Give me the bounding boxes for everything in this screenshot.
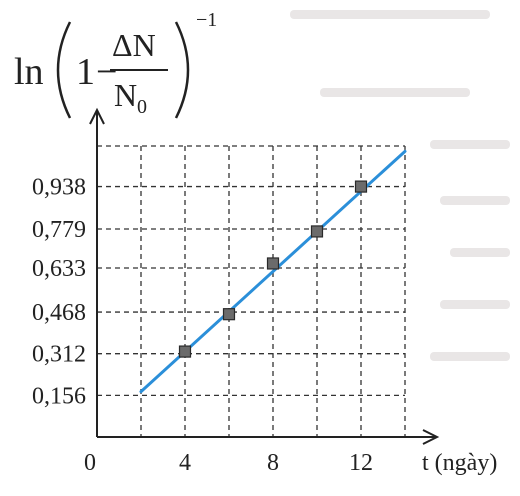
x-tick-labels: 4 8 12 xyxy=(179,450,373,476)
y-axis-title-numerator: ΔN xyxy=(112,27,156,63)
chart-grid xyxy=(97,145,406,437)
y-axis-title-minus: − xyxy=(96,51,117,93)
y-axis-title-fn: ln xyxy=(14,51,44,93)
y-axis-title-right-paren xyxy=(174,21,190,119)
x-axis-title: t (ngày) xyxy=(422,450,497,476)
y-axis-title-denominator: N xyxy=(114,77,137,113)
y-tick-label: 0,633 xyxy=(32,256,86,282)
data-points xyxy=(178,180,368,358)
data-point xyxy=(310,225,324,238)
y-tick-labels: 0,156 0,312 0,468 0,633 0,779 0,938 xyxy=(32,175,86,410)
y-axis-title-one: 1 xyxy=(76,51,95,93)
y-tick-label: 0,938 xyxy=(32,175,86,201)
data-point xyxy=(266,257,280,270)
y-axis-title-denominator-sub: 0 xyxy=(137,96,147,118)
x-tick-label: 12 xyxy=(349,450,373,476)
y-tick-label: 0,312 xyxy=(32,342,86,368)
y-axis-arrow xyxy=(89,107,105,125)
y-axis-title-exponent: −1 xyxy=(196,9,217,31)
data-point xyxy=(178,345,192,358)
y-axis-title-left-paren xyxy=(56,21,72,119)
chart-axes xyxy=(89,107,440,445)
y-axis-title: ln 1 − ΔN N 0 −1 xyxy=(14,9,217,119)
data-point xyxy=(222,308,236,321)
x-tick-label: 8 xyxy=(267,450,279,476)
x-axis-arrow xyxy=(422,429,440,445)
x-tick-label: 4 xyxy=(179,450,191,476)
y-tick-label: 0,156 xyxy=(32,383,86,409)
origin-label: 0 xyxy=(84,450,96,476)
y-tick-label: 0,779 xyxy=(32,217,86,243)
y-tick-label: 0,468 xyxy=(32,300,86,326)
data-point xyxy=(354,180,368,193)
